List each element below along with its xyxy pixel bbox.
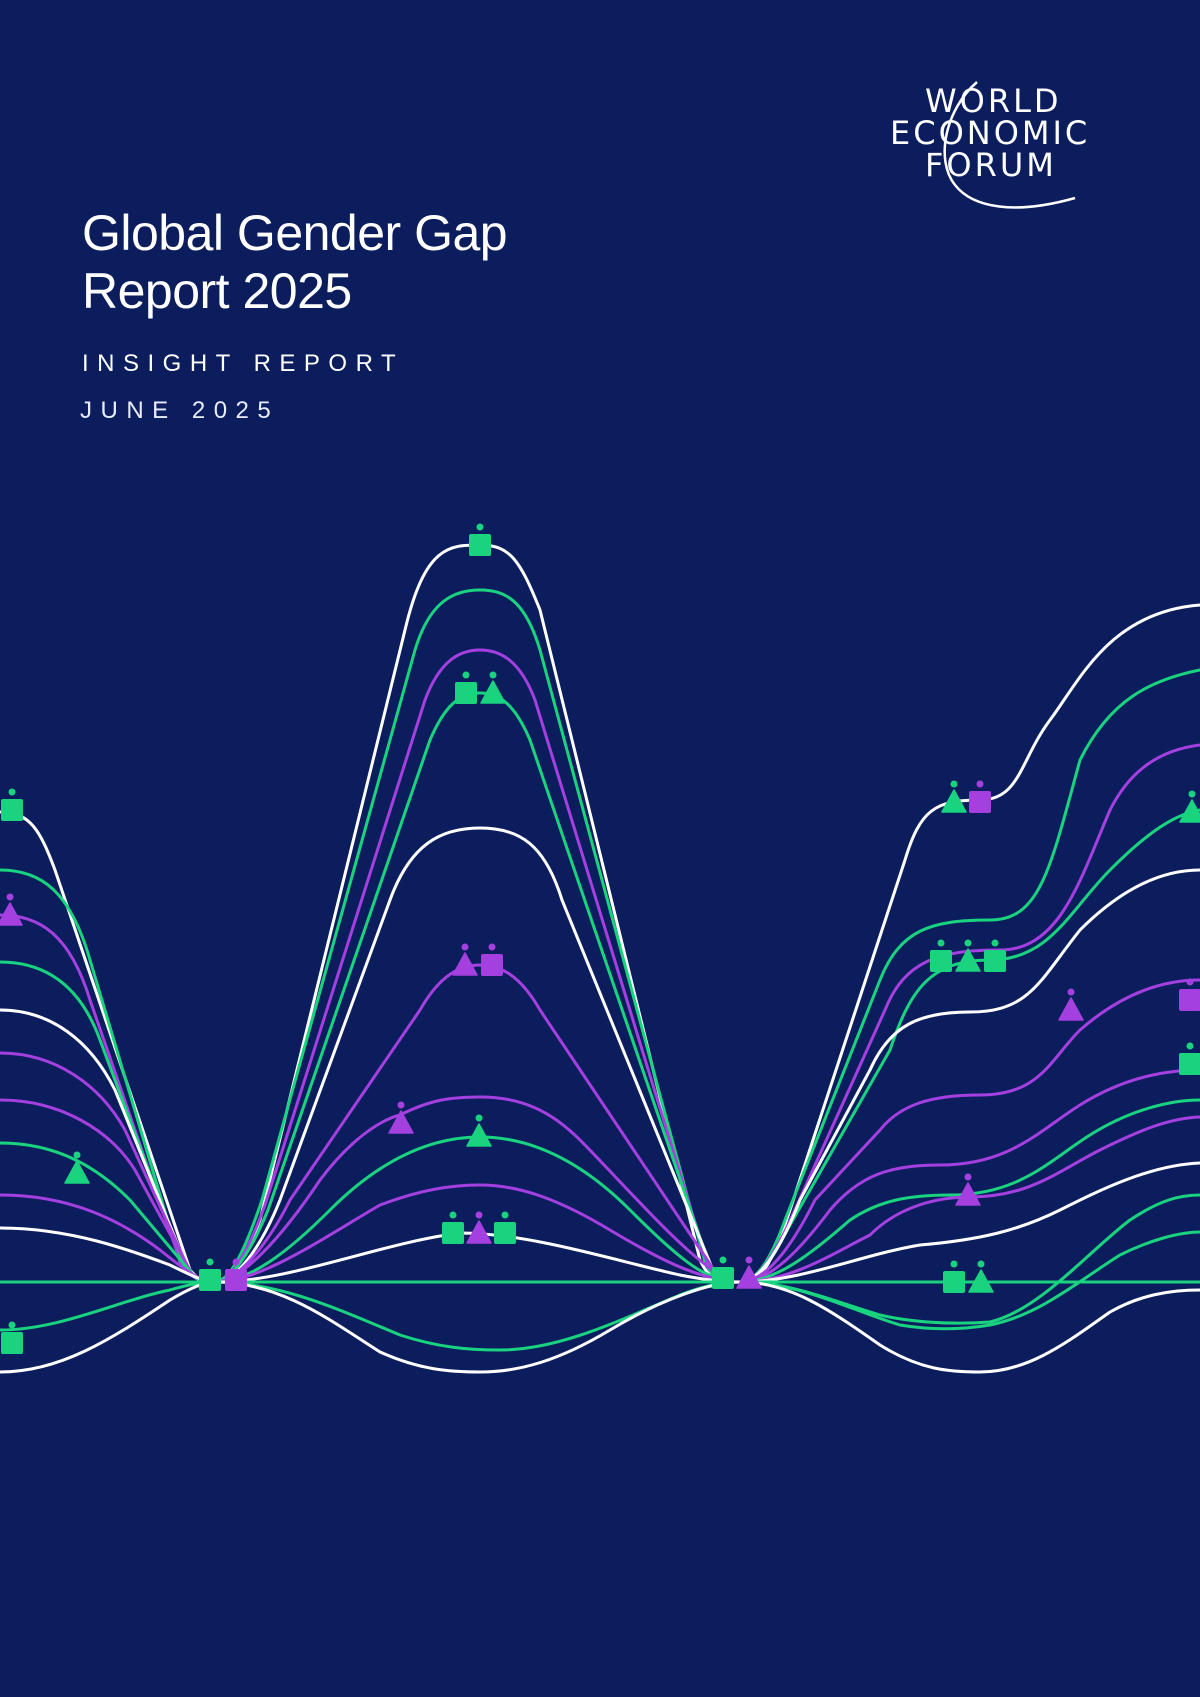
person-square-green-icon bbox=[469, 523, 491, 556]
person-square-green-icon bbox=[1, 1321, 23, 1354]
person-triangle-purple-icon bbox=[388, 1101, 414, 1134]
person-square-purple-icon bbox=[225, 1258, 247, 1291]
person-triangle-purple-icon bbox=[736, 1256, 762, 1289]
person-triangle-purple-icon bbox=[466, 1211, 492, 1244]
flow-line-green bbox=[0, 691, 1200, 1284]
person-triangle-green-icon bbox=[466, 1114, 492, 1147]
flow-line-white bbox=[0, 1161, 1200, 1284]
person-square-green-icon bbox=[442, 1211, 464, 1244]
person-triangle-green-icon bbox=[64, 1151, 90, 1184]
person-square-green-icon bbox=[930, 939, 952, 972]
report-title: Global Gender Gap Report 2025 bbox=[82, 204, 508, 320]
flow-line-purple bbox=[0, 648, 1200, 1284]
logo-text-world: WORLD bbox=[925, 82, 1062, 120]
world-economic-forum-logo: WORLD ECONOMIC FORUM bbox=[885, 80, 1125, 220]
flow-line-green bbox=[0, 588, 1200, 1284]
report-type-label: INSIGHT REPORT bbox=[82, 350, 405, 377]
person-square-green-icon bbox=[1, 788, 23, 821]
flow-line-white bbox=[0, 826, 1200, 1284]
person-triangle-purple-icon bbox=[1058, 988, 1084, 1021]
person-triangle-green-icon bbox=[1179, 790, 1200, 823]
person-square-green-icon bbox=[984, 939, 1006, 972]
person-triangle-green-icon bbox=[941, 780, 967, 813]
person-triangle-green-icon bbox=[480, 671, 506, 704]
person-triangle-green-icon bbox=[968, 1260, 994, 1293]
report-title-line-1: Global Gender Gap bbox=[82, 205, 508, 261]
person-triangle-purple-icon bbox=[0, 893, 23, 926]
flow-line-green bbox=[738, 1193, 1200, 1325]
person-square-green-icon bbox=[712, 1256, 734, 1289]
person-square-purple-icon bbox=[969, 780, 991, 813]
person-triangle-purple-icon bbox=[452, 943, 478, 976]
person-square-purple-icon bbox=[481, 943, 503, 976]
publication-date: JUNE 2025 bbox=[80, 397, 280, 424]
person-square-green-icon bbox=[199, 1258, 221, 1291]
flow-line-purple bbox=[0, 963, 1200, 1284]
person-square-green-icon bbox=[1179, 1042, 1200, 1075]
logo-arc-icon bbox=[943, 81, 1076, 209]
person-square-purple-icon bbox=[1179, 978, 1200, 1011]
logo-text-forum: FORUM bbox=[925, 146, 1057, 184]
person-triangle-green-icon bbox=[955, 939, 981, 972]
person-square-green-icon bbox=[455, 671, 477, 704]
person-square-green-icon bbox=[943, 1260, 965, 1293]
logo-text-economic: ECONOMIC bbox=[890, 114, 1091, 152]
person-square-green-icon bbox=[494, 1211, 516, 1244]
person-triangle-purple-icon bbox=[955, 1173, 981, 1206]
report-title-line-2: Report 2025 bbox=[82, 263, 352, 319]
